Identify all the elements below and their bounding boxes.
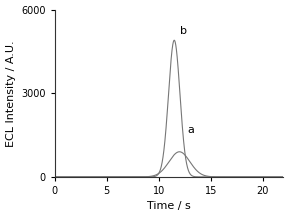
Text: b: b [181, 26, 188, 36]
Text: a: a [188, 125, 194, 135]
Y-axis label: ECL Intensity / A.U.: ECL Intensity / A.U. [5, 40, 16, 146]
X-axis label: Time / s: Time / s [147, 201, 191, 211]
